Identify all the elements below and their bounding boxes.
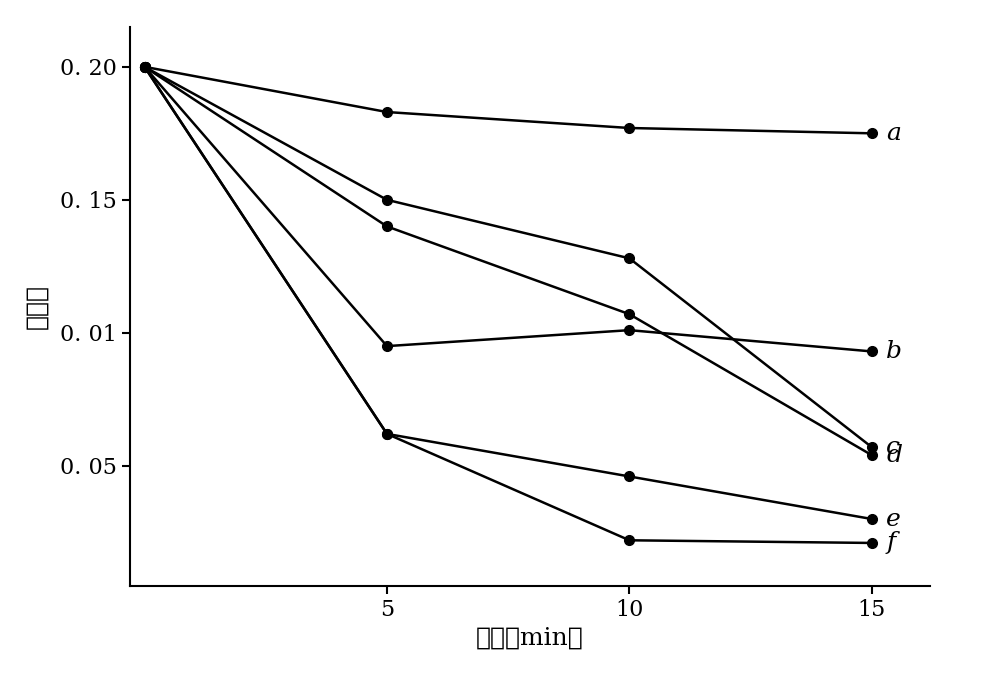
Text: f: f bbox=[886, 532, 896, 555]
X-axis label: 时间（min）: 时间（min） bbox=[476, 627, 584, 649]
Text: b: b bbox=[886, 340, 902, 363]
Text: a: a bbox=[886, 122, 901, 145]
Text: c: c bbox=[886, 435, 900, 459]
Text: d: d bbox=[886, 444, 902, 466]
Y-axis label: 吸光率: 吸光率 bbox=[26, 284, 49, 328]
Text: e: e bbox=[886, 507, 901, 530]
